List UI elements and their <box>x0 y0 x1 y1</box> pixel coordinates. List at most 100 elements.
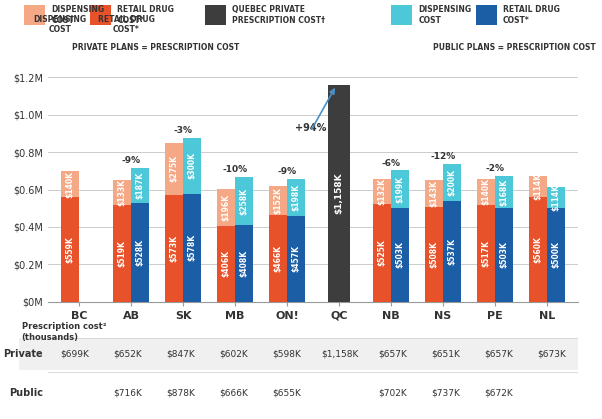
Bar <box>24 5 45 24</box>
Text: $114K: $114K <box>533 173 542 200</box>
Text: $672K: $672K <box>484 388 513 397</box>
Bar <box>113 204 131 302</box>
Bar <box>131 168 149 203</box>
Text: -10%: -10% <box>223 166 247 174</box>
Bar <box>476 5 497 24</box>
Text: $168K: $168K <box>500 178 509 205</box>
Text: $406K: $406K <box>222 250 231 277</box>
Bar <box>529 176 547 197</box>
Text: RETAIL DRUG
COST*: RETAIL DRUG COST* <box>503 5 559 25</box>
Bar <box>373 179 391 204</box>
Text: $187K: $187K <box>136 172 145 199</box>
Bar <box>205 5 226 24</box>
Text: $651K: $651K <box>431 350 460 359</box>
Text: $114K: $114K <box>551 184 560 211</box>
Bar <box>183 137 202 194</box>
Bar <box>373 204 391 302</box>
Text: $699K: $699K <box>60 350 89 359</box>
Text: $598K: $598K <box>272 350 301 359</box>
Text: $503K: $503K <box>396 241 405 268</box>
Text: $140K: $140K <box>66 171 75 198</box>
Text: $673K: $673K <box>537 350 566 359</box>
Bar <box>217 189 235 226</box>
Bar <box>391 171 409 208</box>
Bar <box>477 205 495 302</box>
Text: -6%: -6% <box>382 159 400 168</box>
Text: $652K: $652K <box>113 350 142 359</box>
Bar <box>495 176 513 208</box>
Text: $559K: $559K <box>66 236 75 263</box>
Text: $537K: $537K <box>447 238 456 265</box>
Text: $657K: $657K <box>484 350 513 359</box>
Text: $200K: $200K <box>447 169 456 196</box>
Bar <box>391 208 409 302</box>
Text: $500K: $500K <box>551 241 560 269</box>
Bar <box>183 194 202 302</box>
Bar <box>61 197 79 302</box>
Text: $152K: $152K <box>273 187 282 214</box>
Text: $657K: $657K <box>378 350 407 359</box>
Text: $466K: $466K <box>273 245 282 272</box>
Text: $258K: $258K <box>240 188 249 215</box>
Text: $702K: $702K <box>378 388 407 397</box>
Bar <box>131 203 149 302</box>
Text: $196K: $196K <box>222 194 231 221</box>
Bar <box>165 143 183 194</box>
Text: -12%: -12% <box>430 152 456 161</box>
Text: $573K: $573K <box>170 235 179 261</box>
Bar <box>235 177 253 225</box>
Text: RETAIL DRUG
COST*: RETAIL DRUG COST* <box>117 5 174 25</box>
Text: $1,158K: $1,158K <box>321 350 358 359</box>
Bar <box>529 197 547 302</box>
Text: $503K: $503K <box>500 241 509 268</box>
Text: $878K: $878K <box>166 388 195 397</box>
Bar <box>424 207 443 302</box>
Text: $508K: $508K <box>429 241 438 268</box>
Text: $716K: $716K <box>113 388 142 397</box>
Text: $457K: $457K <box>291 246 300 272</box>
Text: $199K: $199K <box>396 176 405 202</box>
Text: Public: Public <box>9 388 43 398</box>
Text: DISPENSING
COST: DISPENSING COST <box>418 5 471 25</box>
Text: $408K: $408K <box>240 250 249 277</box>
Text: +94%: +94% <box>295 124 326 133</box>
Bar <box>328 85 350 302</box>
Text: $519K: $519K <box>117 240 126 266</box>
Bar <box>547 187 565 208</box>
Text: $198K: $198K <box>291 184 300 211</box>
Text: Private: Private <box>3 349 43 360</box>
Text: -3%: -3% <box>174 126 193 135</box>
Text: $655K: $655K <box>272 388 301 397</box>
Text: $1,158K: $1,158K <box>335 173 344 214</box>
Text: $133K: $133K <box>117 179 126 206</box>
Text: PRIVATE PLANS = PRESCRIPTION COST: PRIVATE PLANS = PRESCRIPTION COST <box>72 44 240 52</box>
Bar <box>495 208 513 302</box>
Bar <box>547 208 565 302</box>
Bar <box>90 5 111 24</box>
Text: $525K: $525K <box>377 239 386 266</box>
Bar <box>269 186 287 215</box>
Bar <box>165 194 183 302</box>
Bar <box>61 171 79 197</box>
Bar <box>287 179 305 216</box>
Text: QUEBEC PRIVATE
PRESCRIPTION COST†: QUEBEC PRIVATE PRESCRIPTION COST† <box>232 5 324 25</box>
Bar <box>287 216 305 302</box>
Text: $517K: $517K <box>481 240 490 267</box>
Bar <box>477 179 495 205</box>
Bar <box>443 201 461 302</box>
Text: DISPENSING
COST: DISPENSING COST <box>34 15 87 34</box>
Text: $602K: $602K <box>219 350 248 359</box>
Text: PUBLIC PLANS = PRESCRIPTION COST: PUBLIC PLANS = PRESCRIPTION COST <box>433 44 596 52</box>
Text: $528K: $528K <box>136 239 145 266</box>
Bar <box>424 180 443 207</box>
Bar <box>391 5 412 24</box>
Bar <box>235 225 253 302</box>
Text: $666K: $666K <box>219 388 248 397</box>
Bar <box>19 338 578 370</box>
Text: $300K: $300K <box>188 152 197 179</box>
Bar <box>217 226 235 302</box>
Text: $143K: $143K <box>429 180 438 207</box>
Text: DISPENSING
COST: DISPENSING COST <box>51 5 104 25</box>
Bar <box>269 215 287 302</box>
Text: $847K: $847K <box>166 350 195 359</box>
